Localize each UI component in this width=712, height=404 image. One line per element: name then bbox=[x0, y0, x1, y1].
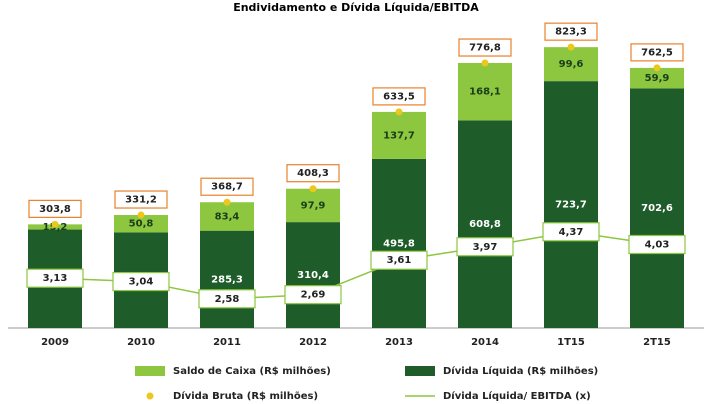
gross-debt-value-label: 776,8 bbox=[469, 43, 501, 54]
gross-debt-dot bbox=[309, 185, 317, 193]
gross-debt-value-label: 368,7 bbox=[211, 182, 243, 193]
ratio-label-box bbox=[628, 234, 686, 255]
x-tick-label: 2013 bbox=[385, 337, 413, 348]
bar-segment bbox=[630, 67, 684, 89]
bar-segment bbox=[372, 158, 426, 328]
bar-value-label: 608,8 bbox=[469, 219, 501, 230]
ratio-value-label: 3,61 bbox=[387, 255, 412, 266]
x-tick-label: 2010 bbox=[127, 337, 155, 348]
bar-segment bbox=[630, 88, 684, 329]
bar-value-label: 702,6 bbox=[641, 203, 673, 214]
bar-value-label: 168,1 bbox=[469, 87, 501, 98]
ratio-value-label: 2,58 bbox=[215, 294, 240, 305]
legend-label: Dívida Bruta (R$ milhões) bbox=[173, 390, 318, 402]
bar-value-label: 310,4 bbox=[297, 270, 329, 281]
chart-title: Endividamento e Dívida Líquida/EBITDA bbox=[233, 1, 479, 14]
bar-value-label: 97,9 bbox=[301, 200, 326, 211]
bar-value-label: 99,6 bbox=[559, 59, 584, 70]
bar-segment bbox=[200, 202, 254, 231]
ratio-label-box bbox=[198, 289, 256, 309]
bar-value-label: 83,4 bbox=[215, 211, 240, 222]
legend-label: Saldo de Caixa (R$ milhões) bbox=[173, 366, 331, 377]
gross-debt-label-box bbox=[372, 87, 426, 106]
x-tick-label: 2T15 bbox=[643, 337, 671, 348]
bar-segment bbox=[286, 222, 340, 328]
ratio-value-label: 3,13 bbox=[43, 273, 68, 284]
bar-segment bbox=[200, 230, 254, 328]
x-tick-label: 2011 bbox=[213, 337, 241, 348]
ratio-label-box bbox=[542, 222, 600, 242]
legend-label: Dívida Líquida (R$ milhões) bbox=[443, 365, 598, 377]
ratio-label-box bbox=[370, 250, 428, 270]
bar-segment bbox=[458, 62, 512, 121]
gross-debt-label-box bbox=[458, 38, 512, 57]
ratio-label-box bbox=[456, 237, 514, 257]
bar-segment bbox=[458, 120, 512, 328]
gross-debt-dot bbox=[653, 64, 661, 72]
gross-debt-value-label: 823,3 bbox=[555, 27, 587, 38]
bar-segment bbox=[544, 81, 598, 329]
gross-debt-label-box bbox=[200, 177, 254, 196]
gross-debt-dot bbox=[567, 43, 575, 51]
x-tick-label: 1T15 bbox=[557, 337, 585, 348]
gross-debt-dot bbox=[395, 108, 403, 116]
x-tick-label: 2014 bbox=[471, 337, 499, 348]
bar-segment bbox=[372, 111, 426, 159]
bar-value-label: 285,3 bbox=[211, 274, 243, 285]
legend-dot bbox=[146, 392, 154, 400]
ratio-value-label: 3,04 bbox=[129, 277, 154, 288]
bar-segment bbox=[114, 215, 168, 233]
ratio-label-box bbox=[112, 271, 170, 292]
gross-debt-value-label: 762,5 bbox=[641, 47, 673, 58]
bar-value-label: 723,7 bbox=[555, 200, 587, 211]
bar-value-label: 137,7 bbox=[383, 130, 415, 141]
gross-debt-dot bbox=[51, 220, 59, 228]
legend-swatch bbox=[405, 366, 435, 376]
gross-debt-label-box bbox=[630, 43, 684, 62]
gross-debt-dot bbox=[223, 198, 231, 206]
gross-debt-label-box bbox=[28, 199, 82, 218]
legend-label: Dívida Líquida/ EBITDA (x) bbox=[443, 390, 591, 402]
bar-segment bbox=[286, 188, 340, 223]
gross-debt-dot bbox=[481, 59, 489, 67]
gross-debt-value-label: 331,2 bbox=[125, 195, 157, 206]
gross-debt-value-label: 303,8 bbox=[39, 204, 71, 215]
bar-value-label: 495,8 bbox=[383, 238, 415, 249]
x-tick-label: 2012 bbox=[299, 337, 327, 348]
ratio-value-label: 2,69 bbox=[301, 290, 326, 301]
ratio-label-box bbox=[26, 268, 84, 288]
gross-debt-label-box bbox=[114, 190, 168, 209]
bar-value-label: 59,9 bbox=[645, 73, 670, 84]
gross-debt-value-label: 633,5 bbox=[383, 91, 415, 102]
ratio-value-label: 4,37 bbox=[559, 227, 584, 238]
gross-debt-label-box bbox=[544, 22, 598, 41]
legend-swatch bbox=[135, 366, 165, 376]
ratio-value-label: 3,97 bbox=[473, 242, 498, 253]
ratio-label-box bbox=[284, 285, 342, 305]
bar-segment bbox=[544, 47, 598, 82]
bar-value-label: 50,8 bbox=[129, 219, 154, 230]
gross-debt-dot bbox=[137, 211, 145, 219]
gross-debt-label-box bbox=[286, 164, 340, 183]
gross-debt-value-label: 408,3 bbox=[297, 168, 329, 179]
x-tick-label: 2009 bbox=[41, 337, 69, 348]
ratio-value-label: 4,03 bbox=[645, 240, 670, 251]
